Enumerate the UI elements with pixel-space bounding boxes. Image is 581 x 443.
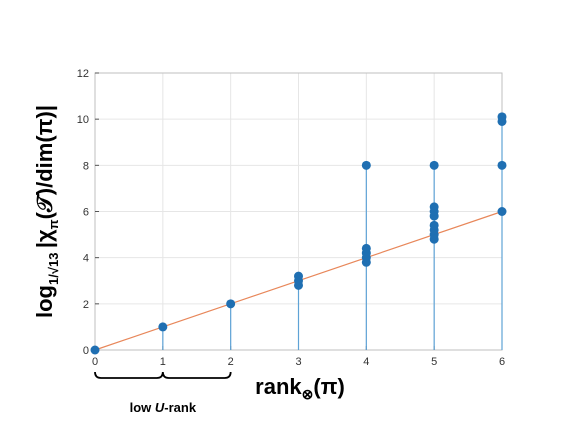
y-tick-label: 10 — [77, 114, 89, 126]
data-point — [226, 299, 236, 309]
x-tick-label: 6 — [499, 356, 505, 368]
x-tick-label: 4 — [363, 356, 369, 368]
data-point — [497, 160, 507, 170]
y-tick-label: 0 — [83, 345, 89, 357]
stems — [162, 116, 503, 350]
data-point — [361, 243, 371, 253]
data-point — [294, 271, 303, 281]
x-tick-label: 2 — [228, 356, 234, 368]
data-point — [158, 322, 168, 332]
x-tick-label: 3 — [295, 356, 301, 368]
data-point — [429, 220, 439, 230]
y-ticks: 0 2 4 6 8 10 12 — [77, 68, 99, 357]
x-tick-label: 5 — [431, 356, 437, 368]
y-tick-label: 8 — [83, 160, 89, 172]
data-point — [497, 207, 507, 216]
y-tick-label: 4 — [83, 253, 89, 265]
data-point — [429, 202, 439, 212]
x-axis-label: rank⊗(π) — [255, 374, 345, 402]
y-tick-label: 12 — [77, 68, 89, 80]
data-point — [361, 160, 371, 170]
data-point — [90, 345, 100, 355]
low-u-rank-label: low U-rank — [130, 400, 197, 415]
data-point — [429, 160, 439, 170]
y-tick-label: 2 — [83, 299, 89, 311]
x-tick-label: 0 — [92, 356, 98, 368]
x-tick-label: 1 — [160, 356, 166, 368]
data-points — [90, 112, 507, 355]
low-u-rank-brace — [94, 371, 232, 379]
data-point — [497, 112, 507, 122]
y-axis-label: log1/√13 |χπ(𝒯)/dim(π)| — [32, 105, 61, 318]
y-tick-label: 6 — [83, 207, 89, 219]
